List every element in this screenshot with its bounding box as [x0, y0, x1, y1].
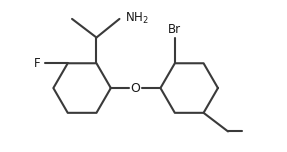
Text: NH$_2$: NH$_2$ [125, 11, 148, 26]
Text: Br: Br [168, 23, 181, 36]
Text: F: F [34, 57, 40, 70]
Text: O: O [131, 82, 141, 95]
